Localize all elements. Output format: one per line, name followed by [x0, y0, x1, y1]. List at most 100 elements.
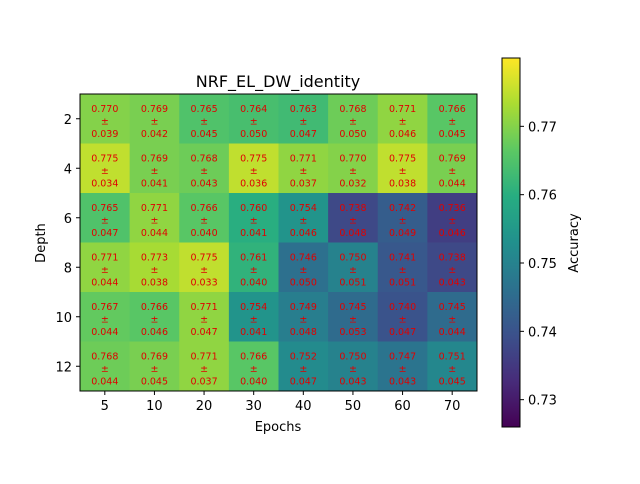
cell-mean-label: 0.745 — [339, 302, 366, 313]
cell-error-label: 0.038 — [389, 178, 416, 189]
cell-pm-symbol: ± — [250, 215, 258, 226]
cell-mean-label: 0.750 — [339, 351, 366, 362]
cell-error-label: 0.046 — [439, 228, 466, 239]
cell-mean-label: 0.741 — [389, 252, 416, 263]
heatmap-cell — [179, 193, 230, 243]
cell-error-label: 0.045 — [439, 376, 466, 387]
cell-mean-label: 0.763 — [290, 104, 317, 115]
cell-error-label: 0.047 — [290, 129, 317, 140]
y-axis-ticks: 2 4 6 8 10 12 — [55, 113, 80, 375]
heatmap-cell — [328, 143, 379, 194]
cell-pm-symbol: ± — [349, 215, 357, 226]
cell-pm-symbol: ± — [299, 166, 307, 177]
cell-pm-symbol: ± — [150, 314, 158, 325]
cell-pm-symbol: ± — [250, 314, 258, 325]
cell-error-label: 0.037 — [190, 376, 217, 387]
heatmap-cell — [278, 193, 329, 243]
cell-pm-symbol: ± — [101, 215, 109, 226]
heatmap-cell — [278, 242, 329, 293]
heatmap-cell — [278, 143, 329, 194]
cell-pm-symbol: ± — [101, 314, 109, 325]
cell-error-label: 0.041 — [240, 327, 267, 338]
cell-pm-symbol: ± — [250, 265, 258, 276]
cell-mean-label: 0.760 — [240, 203, 267, 214]
cell-pm-symbol: ± — [299, 364, 307, 375]
cell-error-label: 0.049 — [389, 228, 416, 239]
heatmap-cell — [278, 94, 329, 144]
heatmap-cell — [377, 143, 428, 194]
cell-error-label: 0.047 — [389, 327, 416, 338]
cell-pm-symbol: ± — [349, 166, 357, 177]
heatmap-cell — [377, 94, 428, 144]
cell-error-label: 0.040 — [240, 376, 267, 387]
cell-mean-label: 0.766 — [141, 302, 168, 313]
cell-pm-symbol: ± — [349, 314, 357, 325]
cell-pm-symbol: ± — [101, 166, 109, 177]
cell-mean-label: 0.746 — [290, 252, 317, 263]
cell-mean-label: 0.770 — [339, 153, 366, 164]
cell-error-label: 0.050 — [290, 277, 317, 288]
cell-mean-label: 0.769 — [141, 104, 168, 115]
heatmap-cell — [80, 242, 131, 293]
x-axis-label: Epochs — [255, 420, 302, 435]
cell-pm-symbol: ± — [200, 265, 208, 276]
heatmap-cell — [377, 341, 428, 392]
cell-mean-label: 0.771 — [190, 302, 217, 313]
heatmap-cell — [278, 341, 329, 392]
cell-mean-label: 0.771 — [141, 203, 168, 214]
cell-mean-label: 0.769 — [141, 351, 168, 362]
cell-error-label: 0.051 — [339, 277, 366, 288]
cell-mean-label: 0.775 — [190, 252, 217, 263]
heatmap-cell — [328, 341, 379, 392]
cell-error-label: 0.043 — [339, 376, 366, 387]
cell-pm-symbol: ± — [250, 116, 258, 127]
cell-error-label: 0.039 — [91, 129, 118, 140]
heatmap-cell — [328, 242, 379, 293]
cell-mean-label: 0.771 — [190, 351, 217, 362]
x-tick-label: 5 — [101, 399, 109, 414]
cell-pm-symbol: ± — [200, 364, 208, 375]
cell-pm-symbol: ± — [101, 265, 109, 276]
y-tick-label: 6 — [64, 212, 72, 227]
cell-error-label: 0.038 — [141, 277, 168, 288]
cell-error-label: 0.043 — [389, 376, 416, 387]
cell-mean-label: 0.742 — [389, 203, 416, 214]
heatmap-cell — [80, 94, 131, 144]
cell-error-label: 0.053 — [339, 327, 366, 338]
cell-error-label: 0.044 — [439, 178, 466, 189]
cell-pm-symbol: ± — [150, 215, 158, 226]
cell-mean-label: 0.775 — [240, 153, 267, 164]
x-tick-label: 50 — [345, 399, 362, 414]
cell-error-label: 0.040 — [190, 228, 217, 239]
cell-error-label: 0.036 — [240, 178, 267, 189]
heatmap-cell — [228, 143, 279, 194]
heatmap-cell — [179, 143, 230, 194]
x-tick-label: 10 — [146, 399, 163, 414]
cell-pm-symbol: ± — [448, 364, 456, 375]
cell-error-label: 0.045 — [439, 129, 466, 140]
cell-error-label: 0.051 — [389, 277, 416, 288]
cell-mean-label: 0.740 — [389, 302, 416, 313]
cell-mean-label: 0.770 — [91, 104, 118, 115]
colorbar-tick-label: 0.74 — [528, 325, 557, 340]
heatmap-cell — [427, 193, 478, 243]
plot-frame — [79, 93, 478, 392]
y-axis-label: Depth — [34, 223, 49, 263]
heatmap-cell — [80, 292, 131, 342]
cell-mean-label: 0.764 — [240, 104, 267, 115]
colorbar-tick-label: 0.73 — [528, 394, 557, 409]
cell-mean-label: 0.765 — [91, 203, 118, 214]
heatmap-cell — [228, 292, 279, 342]
heatmap-cell — [129, 242, 180, 293]
cell-error-label: 0.037 — [290, 178, 317, 189]
cell-error-label: 0.045 — [190, 129, 217, 140]
heatmap-cell — [328, 94, 379, 144]
cell-error-label: 0.047 — [290, 376, 317, 387]
cell-mean-label: 0.771 — [389, 104, 416, 115]
cell-error-label: 0.044 — [91, 376, 118, 387]
cell-error-label: 0.044 — [439, 327, 466, 338]
cell-pm-symbol: ± — [448, 166, 456, 177]
heatmap-cell — [80, 193, 131, 243]
